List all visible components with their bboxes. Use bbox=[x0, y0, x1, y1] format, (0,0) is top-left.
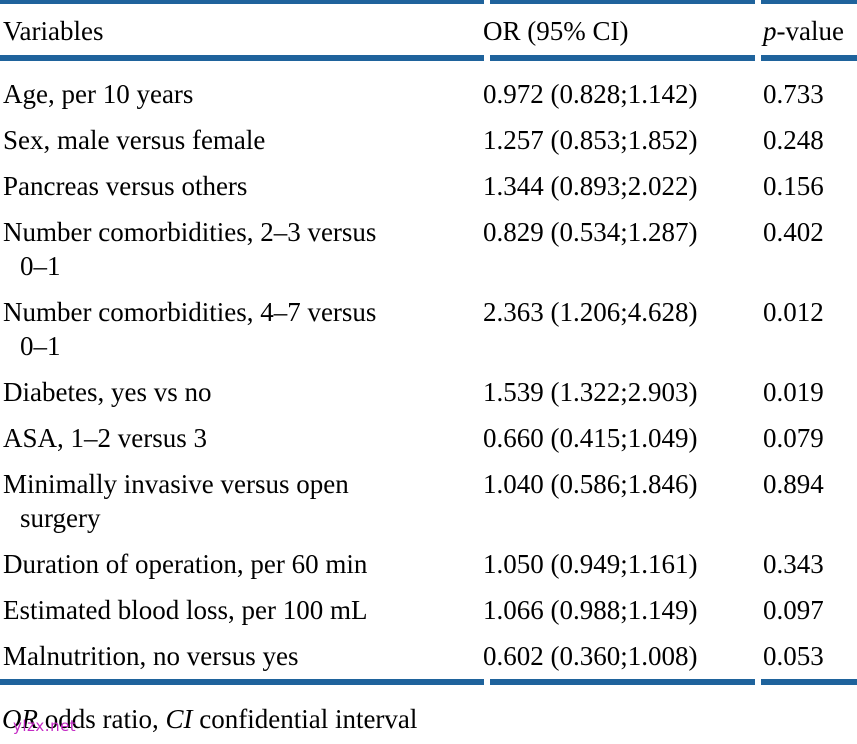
variable-cell: Sex, male versus female bbox=[3, 125, 266, 155]
variable-cell: Minimally invasive versus open surgery bbox=[3, 469, 349, 533]
p-value-cell: 0.019 bbox=[763, 377, 824, 407]
variable-cell: Age, per 10 years bbox=[3, 79, 194, 109]
variable-continuation-line: 0–1 bbox=[20, 251, 61, 281]
variable-cell: Estimated blood loss, per 100 mL bbox=[3, 595, 368, 625]
footnote-or-abbreviation: OR bbox=[2, 704, 38, 734]
or-ci-cell: 2.363 (1.206;4.628) bbox=[483, 297, 698, 327]
table-row: Sex, male versus female 1.257 (0.853;1.8… bbox=[0, 117, 857, 163]
p-value-cell: 0.012 bbox=[763, 297, 824, 327]
column-header-variables: Variables bbox=[3, 16, 104, 46]
table-row: Age, per 10 years 0.972 (0.828;1.142) 0.… bbox=[0, 71, 857, 117]
p-value-header-italic-p: p bbox=[763, 16, 777, 46]
table-row: Duration of operation, per 60 min 1.050 … bbox=[0, 541, 857, 587]
header-row: Variables OR (95% CI) p-value bbox=[0, 4, 857, 55]
table-row: Pancreas versus others 1.344 (0.893;2.02… bbox=[0, 163, 857, 209]
or-ci-cell: 1.066 (0.988;1.149) bbox=[483, 595, 698, 625]
site-watermark: ylzx.net bbox=[13, 717, 77, 735]
p-value-cell: 0.343 bbox=[763, 549, 824, 579]
variable-cell: ASA, 1–2 versus 3 bbox=[3, 423, 208, 453]
or-ci-cell: 1.050 (0.949;1.161) bbox=[483, 549, 698, 579]
table-row: Number comorbidities, 2–3 versus 0–1 0.82… bbox=[0, 209, 857, 289]
table-row: Diabetes, yes vs no 1.539 (1.322;2.903) … bbox=[0, 369, 857, 415]
variable-cell: Duration of operation, per 60 min bbox=[3, 549, 368, 579]
table-row: Estimated blood loss, per 100 mL 1.066 (… bbox=[0, 587, 857, 633]
table-row: Malnutrition, no versus yes 0.602 (0.360… bbox=[0, 633, 857, 679]
table-body: Age, per 10 years 0.972 (0.828;1.142) 0.… bbox=[0, 71, 857, 679]
footnote-ci-definition: confidential interval bbox=[192, 704, 418, 734]
variable-cell: Diabetes, yes vs no bbox=[3, 377, 212, 407]
or-ci-cell: 0.829 (0.534;1.287) bbox=[483, 217, 698, 247]
table-footnote: OR odds ratio, CI confidential interval bbox=[0, 702, 857, 736]
table-top-rule bbox=[0, 0, 857, 4]
results-table-header: Variables OR (95% CI) p-value bbox=[0, 4, 857, 55]
column-header-p-value: p-value bbox=[760, 4, 857, 55]
variable-continuation-line: 0–1 bbox=[20, 331, 61, 361]
header-separator-rule bbox=[0, 55, 857, 61]
variable-cell: Number comorbidities, 4–7 versus 0–1 bbox=[3, 297, 377, 361]
p-value-cell: 0.079 bbox=[763, 423, 824, 453]
p-value-cell: 0.402 bbox=[763, 217, 824, 247]
variable-cell: Pancreas versus others bbox=[3, 171, 248, 201]
table-row: Minimally invasive versus open surgery 1.… bbox=[0, 461, 857, 541]
or-ci-cell: 0.972 (0.828;1.142) bbox=[483, 79, 698, 109]
p-value-cell: 0.733 bbox=[763, 79, 824, 109]
footnote-or-definition: odds ratio, bbox=[38, 704, 166, 734]
column-header-or-ci: OR (95% CI) bbox=[483, 16, 629, 46]
p-value-cell: 0.156 bbox=[763, 171, 824, 201]
or-ci-cell: 1.539 (1.322;2.903) bbox=[483, 377, 698, 407]
or-ci-cell: 1.344 (0.893;2.022) bbox=[483, 171, 698, 201]
results-table: Age, per 10 years 0.972 (0.828;1.142) 0.… bbox=[0, 71, 857, 679]
variable-continuation-line: surgery bbox=[20, 503, 101, 533]
p-value-header-rest: -value bbox=[776, 16, 844, 46]
or-ci-cell: 1.040 (0.586;1.846) bbox=[483, 469, 698, 499]
variable-cell: Number comorbidities, 2–3 versus 0–1 bbox=[3, 217, 377, 281]
footnote-ci-abbreviation: CI bbox=[165, 704, 193, 734]
table-bottom-rule bbox=[0, 679, 857, 685]
or-ci-cell: 0.660 (0.415;1.049) bbox=[483, 423, 698, 453]
p-value-cell: 0.097 bbox=[763, 595, 824, 625]
or-ci-cell: 1.257 (0.853;1.852) bbox=[483, 125, 698, 155]
p-value-cell: 0.053 bbox=[763, 641, 824, 671]
table-row: ASA, 1–2 versus 3 0.660 (0.415;1.049) 0.… bbox=[0, 415, 857, 461]
p-value-cell: 0.248 bbox=[763, 125, 824, 155]
p-value-cell: 0.894 bbox=[763, 469, 824, 499]
table-row: Number comorbidities, 4–7 versus 0–1 2.36… bbox=[0, 289, 857, 369]
or-ci-cell: 0.602 (0.360;1.008) bbox=[483, 641, 698, 671]
variable-cell: Malnutrition, no versus yes bbox=[3, 641, 299, 671]
